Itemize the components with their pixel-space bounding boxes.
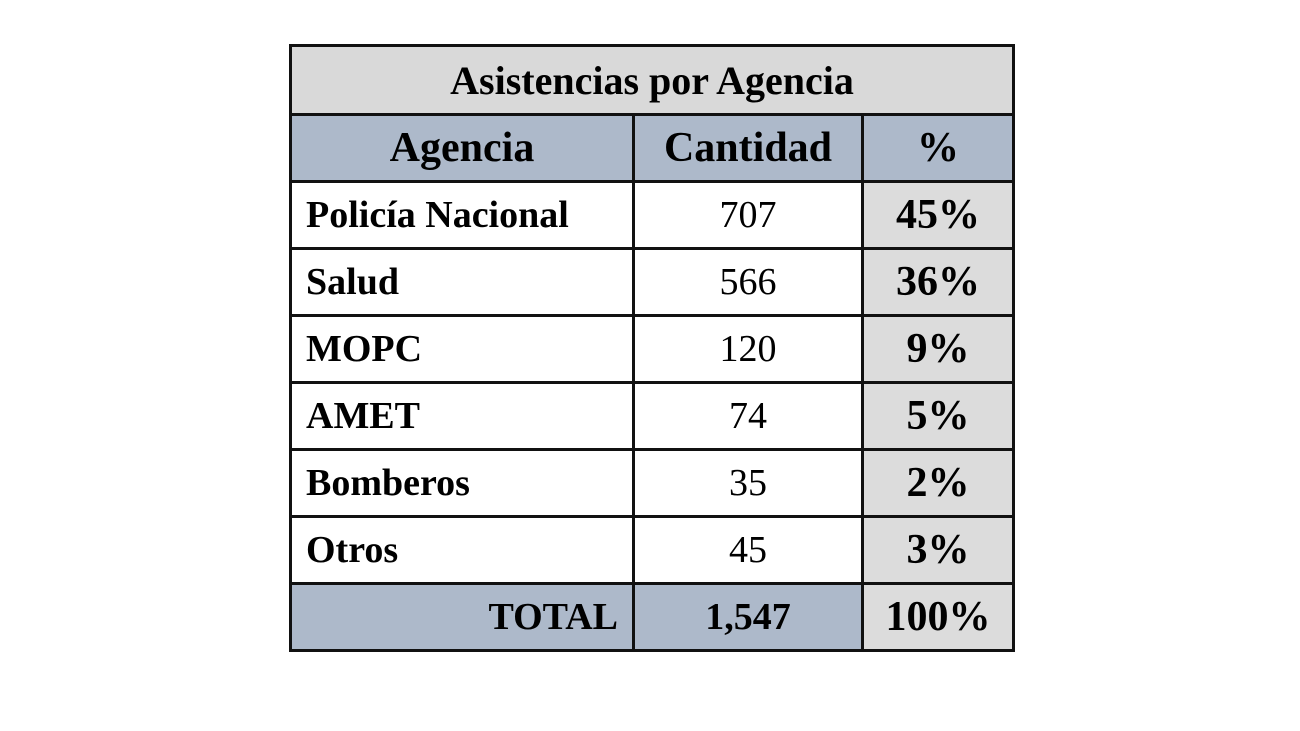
agency-percent: 9% bbox=[861, 314, 1015, 384]
header-count: Cantidad bbox=[632, 113, 864, 183]
agency-count: 566 bbox=[632, 247, 864, 317]
total-row: TOTAL 1,547 100% bbox=[289, 582, 1015, 652]
agency-name: Salud bbox=[289, 247, 635, 317]
agency-percent: 5% bbox=[861, 381, 1015, 451]
table-row: Bomberos 35 2% bbox=[289, 448, 1015, 518]
header-percent: % bbox=[861, 113, 1015, 183]
agency-count: 74 bbox=[632, 381, 864, 451]
agency-percent: 3% bbox=[861, 515, 1015, 585]
agency-count: 35 bbox=[632, 448, 864, 518]
agency-count: 707 bbox=[632, 180, 864, 250]
agency-percent: 2% bbox=[861, 448, 1015, 518]
agency-count: 120 bbox=[632, 314, 864, 384]
total-label: TOTAL bbox=[289, 582, 635, 652]
agency-name: Bomberos bbox=[289, 448, 635, 518]
table-row: Otros 45 3% bbox=[289, 515, 1015, 585]
agency-name: Policía Nacional bbox=[289, 180, 635, 250]
agency-name: AMET bbox=[289, 381, 635, 451]
agency-name: Otros bbox=[289, 515, 635, 585]
table-title: Asistencias por Agencia bbox=[289, 44, 1015, 116]
table-row: AMET 74 5% bbox=[289, 381, 1015, 451]
agency-count: 45 bbox=[632, 515, 864, 585]
header-agency: Agencia bbox=[289, 113, 635, 183]
table-row: MOPC 120 9% bbox=[289, 314, 1015, 384]
agency-assistance-table: Asistencias por Agencia Agencia Cantidad… bbox=[289, 44, 1015, 652]
agency-percent: 45% bbox=[861, 180, 1015, 250]
agency-name: MOPC bbox=[289, 314, 635, 384]
total-count: 1,547 bbox=[632, 582, 864, 652]
agency-percent: 36% bbox=[861, 247, 1015, 317]
table-row: Salud 566 36% bbox=[289, 247, 1015, 317]
table-row: Policía Nacional 707 45% bbox=[289, 180, 1015, 250]
total-percent: 100% bbox=[861, 582, 1015, 652]
header-row: Agencia Cantidad % bbox=[289, 113, 1015, 183]
title-row: Asistencias por Agencia bbox=[289, 44, 1015, 116]
